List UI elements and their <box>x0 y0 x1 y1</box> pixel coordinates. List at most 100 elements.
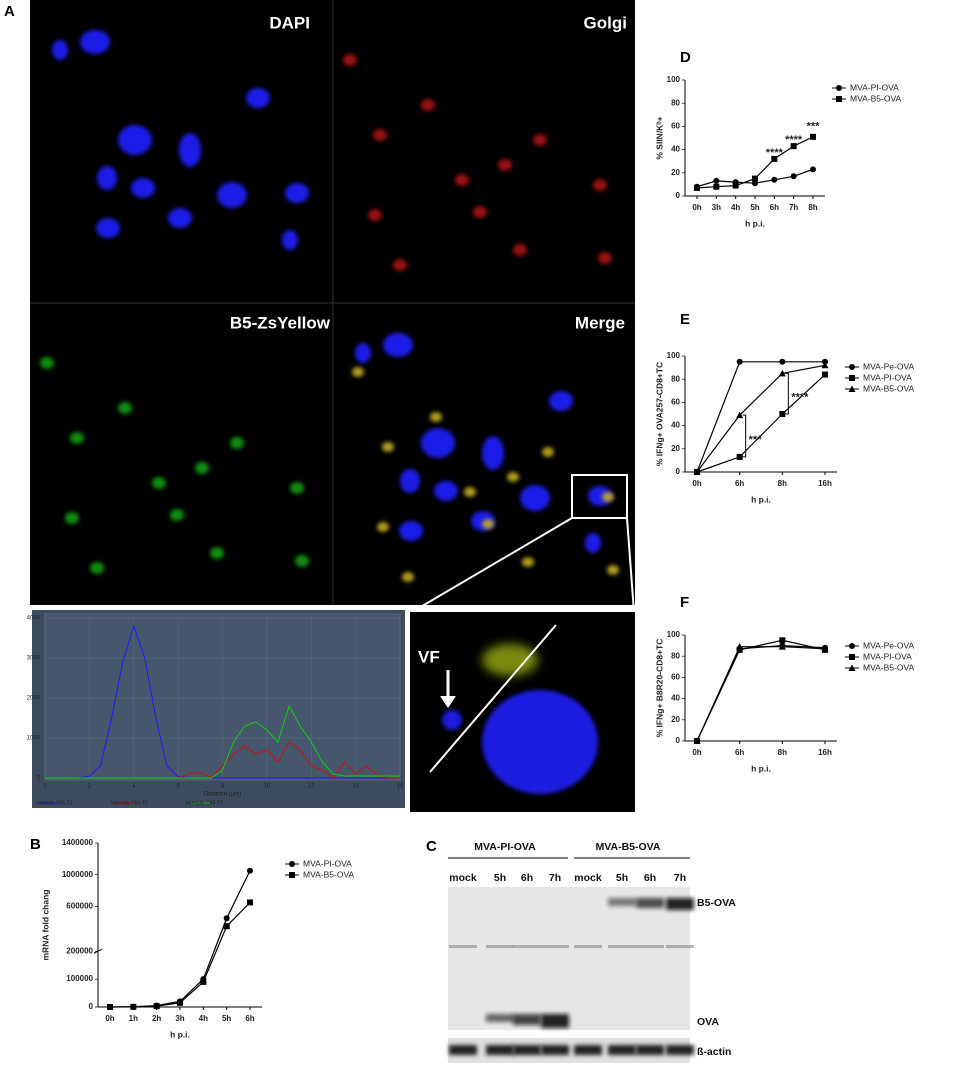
data-point <box>247 867 253 874</box>
data-point <box>223 923 230 930</box>
golgi <box>70 432 84 444</box>
panel-label: F <box>680 594 689 611</box>
significance-bracket <box>742 414 747 458</box>
nucleus <box>179 133 201 167</box>
x-tick-label: 6h <box>245 1014 254 1023</box>
data-point <box>810 166 816 173</box>
x-tick-label: 6h <box>735 479 744 488</box>
nucleus <box>80 30 110 54</box>
x-tick-label: 6 <box>176 784 180 790</box>
golgi <box>230 437 244 449</box>
blot-membrane <box>448 887 690 1030</box>
lane-label: mock <box>449 872 477 884</box>
panel-label: E <box>680 311 690 328</box>
data-point <box>779 637 786 644</box>
y-tick-label: 60 <box>671 398 680 407</box>
golgi <box>593 179 607 191</box>
series-line <box>45 704 400 779</box>
x-tick-label: 2h <box>152 1014 161 1023</box>
legend-label: MVA-PI-OVA <box>863 372 912 382</box>
nucleus <box>482 436 504 470</box>
golgi <box>598 252 612 264</box>
data-point <box>771 176 778 183</box>
nucleus <box>520 485 550 511</box>
actin-band <box>486 1045 514 1055</box>
legend-marker <box>289 861 295 867</box>
image-label: Merge <box>575 313 625 332</box>
zoom-line <box>626 517 635 613</box>
legend-marker <box>836 85 842 91</box>
actin-band <box>636 1045 664 1055</box>
x-tick-label: 8h <box>808 203 817 212</box>
data-point <box>153 1003 160 1010</box>
y-tick-label: 0 <box>676 467 681 476</box>
nucleus <box>131 178 155 198</box>
golgi <box>542 447 554 457</box>
annotation: **** <box>766 147 784 159</box>
x-axis-label: h p.i. <box>751 494 771 504</box>
actin-band <box>513 1045 541 1055</box>
series-line <box>696 361 825 473</box>
panel-label: B <box>30 836 41 853</box>
x-tick-label: 2 <box>88 784 92 790</box>
data-point <box>752 175 758 182</box>
golgi <box>90 562 104 574</box>
background-band <box>608 945 636 948</box>
x-tick-label: 8h <box>778 748 787 757</box>
nucleus <box>399 521 423 541</box>
y-tick-label: 600000 <box>66 902 93 911</box>
lane-label: 5h <box>616 872 628 884</box>
golgi <box>382 442 394 452</box>
x-axis-label: h p.i. <box>745 218 765 228</box>
legend-marker <box>836 96 842 102</box>
group-label: MVA-PI-OVA <box>474 841 536 853</box>
golgi <box>455 174 469 186</box>
x-tick-label: 12 <box>308 784 315 790</box>
golgi <box>373 129 387 141</box>
series-line <box>45 624 400 779</box>
legend-label: MVA-B5-OVA <box>863 662 914 672</box>
y-tick-label: 60 <box>671 122 680 131</box>
legend-label: MVA-PI-OVA <box>863 651 912 661</box>
x-axis-label: Distance (µm) <box>204 792 241 798</box>
x-tick-label: 5h <box>222 1014 231 1023</box>
golgi <box>498 159 512 171</box>
nucleus <box>383 333 413 357</box>
data-point <box>736 643 744 650</box>
background-band <box>449 945 477 948</box>
y-tick-label: 100 <box>667 75 681 84</box>
ova-band <box>486 1014 514 1022</box>
y-tick-label: 80 <box>671 374 680 383</box>
b5-ova-band <box>666 898 694 910</box>
band-label: ß-actin <box>697 1046 731 1058</box>
data-point <box>693 468 701 475</box>
lane-label: 5h <box>494 872 506 884</box>
y-axis-label: % IFNg+ OVA257-CD8+TC <box>654 362 664 466</box>
y-tick-label: 2000 <box>27 696 41 702</box>
y-tick-label: 80 <box>671 651 680 660</box>
actin-band <box>449 1045 477 1055</box>
western-blot <box>448 857 690 1063</box>
annotation: *** <box>749 434 763 446</box>
data-point <box>223 915 230 922</box>
nucleus <box>282 230 298 250</box>
golgi <box>393 259 407 271</box>
series-line <box>696 639 826 742</box>
x-axis-label: h p.i. <box>751 763 771 773</box>
golgi <box>368 209 382 221</box>
data-point <box>778 369 786 377</box>
legend-label: MVA-B5-OVA <box>850 93 901 103</box>
data-point <box>736 453 743 460</box>
golgi <box>295 555 309 567</box>
golgi <box>607 565 619 575</box>
golgi <box>195 462 209 474</box>
significance-bracket <box>785 372 789 415</box>
data-point <box>736 411 744 419</box>
nucleus <box>285 183 309 203</box>
x-tick-label: 16h <box>818 748 832 757</box>
nucleus <box>355 343 371 363</box>
nucleus <box>421 428 455 458</box>
nucleus <box>96 218 120 238</box>
lane-label: 6h <box>521 872 533 884</box>
